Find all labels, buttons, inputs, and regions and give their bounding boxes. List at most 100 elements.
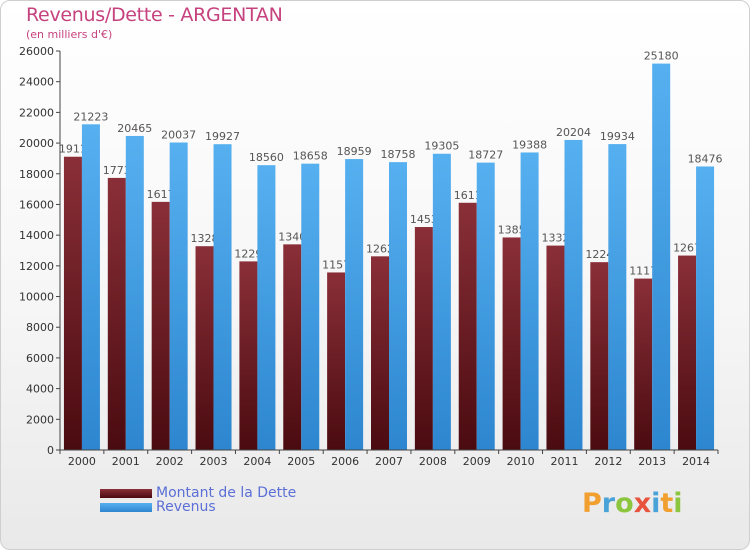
data-label-revenus: 18758 bbox=[381, 148, 416, 161]
data-label-dette: 1157 bbox=[322, 258, 350, 271]
bar-dette bbox=[283, 244, 302, 450]
data-label-revenus: 18560 bbox=[249, 151, 284, 164]
x-tick-label: 2013 bbox=[638, 455, 666, 468]
y-tick-label: 6000 bbox=[26, 352, 54, 365]
bar-revenus bbox=[257, 165, 276, 450]
x-tick-label: 2001 bbox=[112, 455, 140, 468]
chart-subtitle: (en milliers d'€) bbox=[26, 28, 113, 41]
y-tick-label: 0 bbox=[47, 444, 54, 457]
bar-dette bbox=[502, 237, 521, 450]
bar-dette bbox=[590, 262, 609, 450]
legend: Montant de la Dette Revenus bbox=[100, 485, 297, 515]
y-tick-label: 8000 bbox=[26, 321, 54, 334]
y-axis: 0 2000 4000 6000 8000 10000 12000 14000 16000 180… bbox=[19, 45, 61, 457]
data-label-dette: 1117 bbox=[629, 265, 657, 278]
y-tick-label: 22000 bbox=[19, 106, 54, 119]
bar-dette bbox=[546, 245, 565, 450]
bar-revenus bbox=[345, 159, 364, 450]
y-tick-label: 18000 bbox=[19, 168, 54, 181]
bar-dette bbox=[195, 246, 214, 450]
data-label-revenus: 19927 bbox=[205, 130, 240, 143]
data-label-revenus: 19388 bbox=[512, 138, 547, 151]
y-tick-label: 26000 bbox=[19, 45, 54, 58]
bars-group: 1911 21223 1773 20465 1617 20037 1328 19927 1229… bbox=[59, 50, 723, 451]
data-label-revenus: 20465 bbox=[117, 122, 152, 135]
bar-revenus bbox=[696, 166, 715, 450]
bar-dette bbox=[63, 156, 82, 451]
data-label-revenus: 20204 bbox=[556, 126, 591, 139]
data-label-revenus: 19934 bbox=[600, 130, 635, 143]
data-label-revenus: 18476 bbox=[688, 152, 723, 165]
bar-dette bbox=[151, 201, 170, 450]
x-tick-label: 2004 bbox=[243, 455, 271, 468]
data-label-dette: 1911 bbox=[59, 143, 87, 156]
data-label-dette: 1229 bbox=[234, 247, 262, 260]
x-tick-label: 2014 bbox=[682, 455, 710, 468]
data-label-dette: 1453 bbox=[410, 213, 438, 226]
legend-label-revenus: Revenus bbox=[156, 499, 216, 515]
bar-dette bbox=[414, 227, 433, 450]
x-tick-label: 2007 bbox=[375, 455, 403, 468]
legend-item-revenus: Revenus bbox=[100, 499, 296, 515]
x-tick-label: 2006 bbox=[331, 455, 359, 468]
x-tick-label: 2010 bbox=[507, 455, 535, 468]
data-label-revenus: 18959 bbox=[337, 145, 372, 158]
bar-revenus bbox=[564, 139, 583, 451]
y-tick-label: 12000 bbox=[19, 260, 54, 273]
data-label-dette: 1617 bbox=[147, 188, 175, 201]
legend-label-dette: Montant de la Dette bbox=[156, 485, 297, 501]
legend-item-dette: Montant de la Dette bbox=[100, 485, 297, 501]
y-tick-label: 2000 bbox=[26, 413, 54, 426]
x-tick-label: 2000 bbox=[68, 455, 96, 468]
data-label-revenus: 25180 bbox=[644, 50, 679, 63]
data-label-dette: 1773 bbox=[103, 164, 131, 177]
x-tick-label: 2011 bbox=[550, 455, 578, 468]
x-tick-label: 2003 bbox=[200, 455, 228, 468]
data-label-revenus: 20037 bbox=[161, 129, 196, 142]
x-tick-label: 2012 bbox=[594, 455, 622, 468]
legend-swatch-revenus bbox=[100, 502, 152, 512]
bar-dette bbox=[458, 202, 477, 450]
data-label-dette: 1224 bbox=[585, 248, 613, 261]
bar-revenus bbox=[301, 163, 320, 451]
bar-revenus bbox=[213, 144, 232, 450]
data-label-dette: 1262 bbox=[366, 242, 394, 255]
chart-title: Revenus/Dette - ARGENTAN bbox=[26, 4, 283, 26]
bar-revenus bbox=[432, 153, 451, 450]
y-tick-label: 16000 bbox=[19, 198, 54, 211]
y-tick-label: 14000 bbox=[19, 229, 54, 242]
x-axis: 2000 2001 2002 2003 2004 2005 2006 2007 2008 2009… bbox=[59, 449, 719, 468]
bar-revenus bbox=[81, 124, 100, 450]
data-label-dette: 1328 bbox=[191, 232, 219, 245]
x-tick-label: 2002 bbox=[156, 455, 184, 468]
data-label-dette: 1611 bbox=[454, 189, 482, 202]
data-label-dette: 1385 bbox=[498, 223, 526, 236]
y-tick-label: 10000 bbox=[19, 291, 54, 304]
bar-revenus bbox=[389, 162, 407, 450]
x-tick-label: 2008 bbox=[419, 455, 447, 468]
bar-dette bbox=[678, 255, 697, 450]
y-tick-label: 24000 bbox=[19, 76, 54, 89]
proxiti-logo: Proxiti bbox=[582, 488, 683, 519]
x-tick-label: 2005 bbox=[287, 455, 315, 468]
data-label-dette: 1332 bbox=[541, 232, 569, 245]
bar-dette bbox=[371, 256, 389, 450]
y-tick-label: 20000 bbox=[19, 137, 54, 150]
bar-revenus bbox=[652, 63, 671, 450]
data-label-dette: 1340 bbox=[278, 230, 306, 243]
bar-revenus bbox=[520, 152, 539, 451]
data-label-revenus: 18727 bbox=[468, 149, 503, 162]
bar-dette bbox=[239, 261, 258, 450]
x-tick-label: 2009 bbox=[463, 455, 491, 468]
bar-revenus bbox=[169, 142, 188, 451]
data-label-revenus: 18658 bbox=[293, 150, 328, 163]
bar-revenus bbox=[608, 144, 627, 450]
bar-revenus bbox=[125, 135, 144, 450]
bar-dette bbox=[634, 278, 653, 450]
y-tick-label: 4000 bbox=[26, 383, 54, 396]
data-label-revenus: 19305 bbox=[424, 140, 459, 153]
bar-dette bbox=[327, 272, 346, 450]
legend-swatch-dette bbox=[100, 488, 152, 498]
data-label-revenus: 21223 bbox=[73, 110, 108, 123]
